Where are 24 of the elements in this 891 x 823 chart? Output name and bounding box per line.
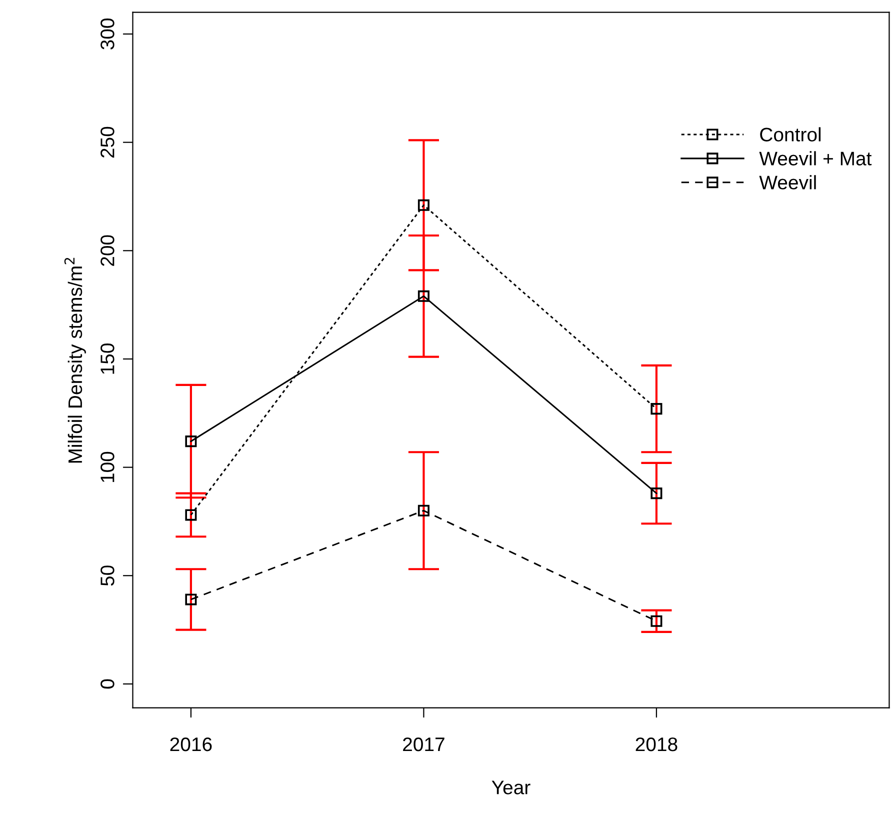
legend-label: Weevil + Mat [759, 151, 872, 166]
x-tick-label: 2018 [636, 737, 678, 752]
point [650, 403, 662, 415]
legend-label: Weevil [759, 175, 816, 190]
y-tick-label: 100 [100, 452, 114, 482]
point [185, 436, 197, 448]
x-axis-title: Year [492, 780, 530, 794]
y-tick-label: 300 [100, 18, 114, 50]
point [650, 488, 662, 500]
point [650, 615, 662, 627]
point [418, 199, 430, 211]
point [418, 290, 430, 302]
point [185, 594, 197, 606]
y-axis-title: Milfoil Density stems/m$^{2}$ [64, 258, 86, 463]
y-tick-label: 250 [100, 126, 114, 158]
x-tick-label: 2016 [170, 737, 212, 752]
legend-label: Control [760, 127, 821, 142]
y-tick-label: 200 [100, 235, 114, 266]
y-tick-label: 150 [100, 344, 114, 374]
y-tick-label: 0 [100, 679, 114, 689]
point [185, 509, 197, 521]
x-tick-label: 2017 [403, 737, 444, 752]
point [418, 504, 430, 516]
y-tick-label: 50 [100, 566, 114, 586]
